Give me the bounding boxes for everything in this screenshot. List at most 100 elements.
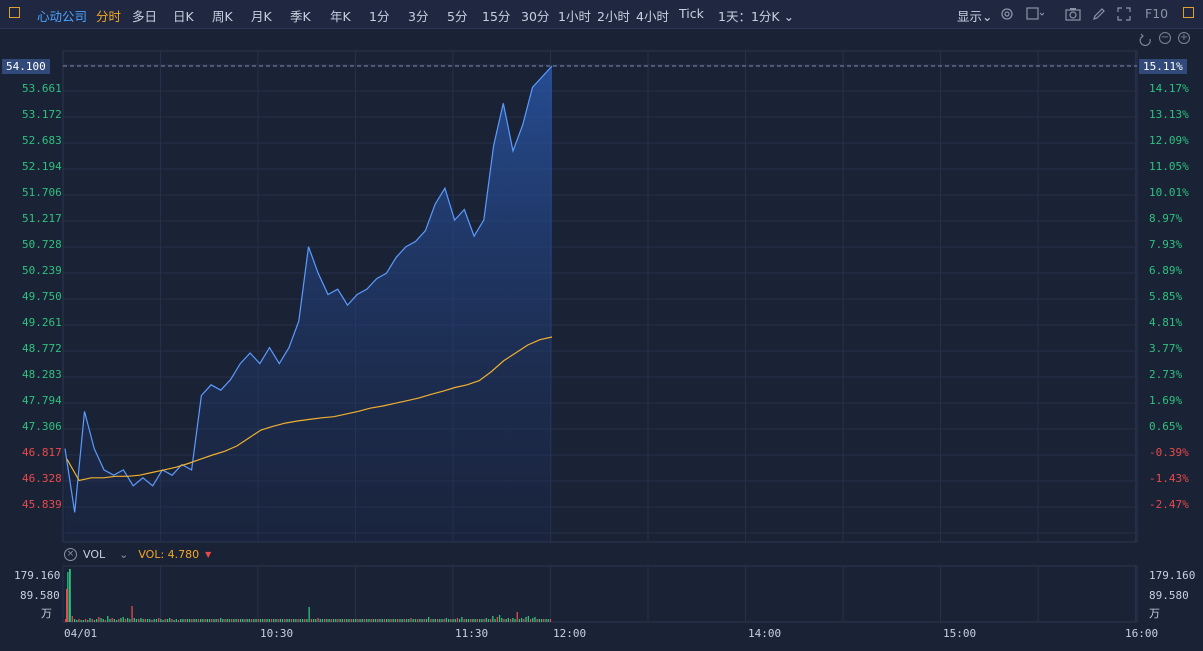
tab-1hour[interactable]: 1小时 [558,9,591,24]
volume-bar [286,619,288,622]
camera-icon[interactable] [1064,5,1082,23]
tab-yearly-k[interactable]: 年K [330,9,351,24]
volume-bar [425,619,428,622]
price-tick-label: 50.239 [22,264,62,277]
volume-bar [481,619,483,622]
reset-icon[interactable] [1137,31,1155,49]
volume-bar [523,619,525,622]
time-label-1600: 16:00 [1125,627,1159,640]
triangle-down-icon: ▼ [205,550,212,559]
volume-bar [403,619,405,622]
volume-bar [337,619,339,622]
volume-header: × VOL ⌄ VOL: 4.780 ▼ [64,548,211,561]
volume-bar [173,620,175,622]
pct-tick-label: 13.13% [1149,108,1189,121]
tab-30min[interactable]: 30分 [521,9,550,24]
volume-bar [414,619,417,622]
volume-bar [326,619,328,622]
volume-bar [483,619,485,622]
time-label-1200: 12:00 [553,627,587,640]
volume-bar [164,619,166,622]
volume-bar [242,619,244,622]
volume-bar [392,619,394,622]
volume-bar [339,619,341,622]
volume-bar [211,619,213,622]
volume-bar [408,619,410,622]
pct-tick-label: 11.05% [1149,160,1189,173]
volume-bar [432,619,434,622]
zoom-out-icon[interactable]: − [1159,32,1171,44]
volume-bar [204,619,206,622]
display-menu[interactable]: 显示⌄ [957,6,993,25]
volume-bar [494,619,496,622]
price-chart[interactable] [0,29,1203,651]
pencil-icon[interactable] [1090,5,1108,23]
tab-2hour[interactable]: 2小时 [597,9,630,24]
volume-bar [379,619,381,622]
volume-bar [76,620,78,622]
period-selector[interactable]: 1天：1分K ⌄ [718,6,794,25]
panel-toggle-icon[interactable] [1183,7,1194,18]
pct-tick-label: -1.43% [1149,472,1189,485]
volume-bar [171,619,173,622]
sidebar-toggle-icon[interactable] [9,7,20,18]
volume-bar [259,619,262,622]
volume-bar [474,619,476,622]
volume-indicator-name[interactable]: VOL [83,548,106,561]
tab-3min[interactable]: 3分 [408,9,429,24]
volume-bar [312,619,315,622]
zoom-in-icon[interactable]: + [1178,32,1190,44]
tab-monthly-k[interactable]: 月K [251,9,272,24]
volume-bar [355,619,357,622]
volume-bar [215,619,217,622]
stock-name[interactable]: 心动公司 [37,9,88,24]
price-tick-label: 45.839 [22,498,62,511]
tab-4hour[interactable]: 4小时 [636,9,669,24]
tab-multiday[interactable]: 多日 [132,9,158,24]
volume-bar [492,616,494,622]
volume-bar [538,619,540,622]
volume-bar [253,619,255,622]
volume-bar [239,619,242,622]
volume-bar [397,619,399,622]
tab-daily-k[interactable]: 日K [173,9,194,24]
volume-bar [98,617,100,622]
volume-bar [324,619,326,622]
toolbar: 心动公司 分时 多日 日K 周K 月K 季K 年K 1分 3分 5分 15分 3… [0,0,1203,29]
settings-icon[interactable] [998,5,1016,23]
volume-bar [217,619,219,622]
fullscreen-icon[interactable] [1115,5,1133,23]
volume-bar [233,619,235,622]
price-tick-label: 48.283 [22,368,62,381]
price-tick-label: 51.706 [22,186,62,199]
volume-bar [262,619,264,622]
volume-bar [131,606,133,622]
volume-bar [428,617,430,622]
tab-quarterly-k[interactable]: 季K [290,9,311,24]
layout-icon[interactable] [1026,5,1044,23]
tab-weekly-k[interactable]: 周K [212,9,233,24]
price-line [64,65,553,513]
close-icon[interactable]: × [64,548,77,561]
volume-bar [135,619,138,622]
volume-bar [235,619,237,622]
volume-bar [501,618,503,622]
volume-bar [277,619,279,622]
tab-1min[interactable]: 1分 [369,9,390,24]
tab-fenshi[interactable]: 分时 [96,9,122,24]
tab-5min[interactable]: 5分 [447,9,468,24]
volume-bar [463,619,465,622]
f10-button[interactable]: F10 [1145,6,1169,21]
volume-bar [439,619,441,622]
tab-tick[interactable]: Tick [679,6,704,21]
volume-bar [394,619,397,622]
volume-bar [109,619,111,622]
volume-bar [368,619,370,622]
volume-bar [421,619,423,622]
chevron-down-icon[interactable]: ⌄ [119,548,129,561]
volume-bar [332,619,335,622]
volume-bar [293,619,295,622]
vol-mid-label: 89.580 [20,589,60,602]
tab-15min[interactable]: 15分 [482,9,511,24]
volume-bar [350,619,352,622]
